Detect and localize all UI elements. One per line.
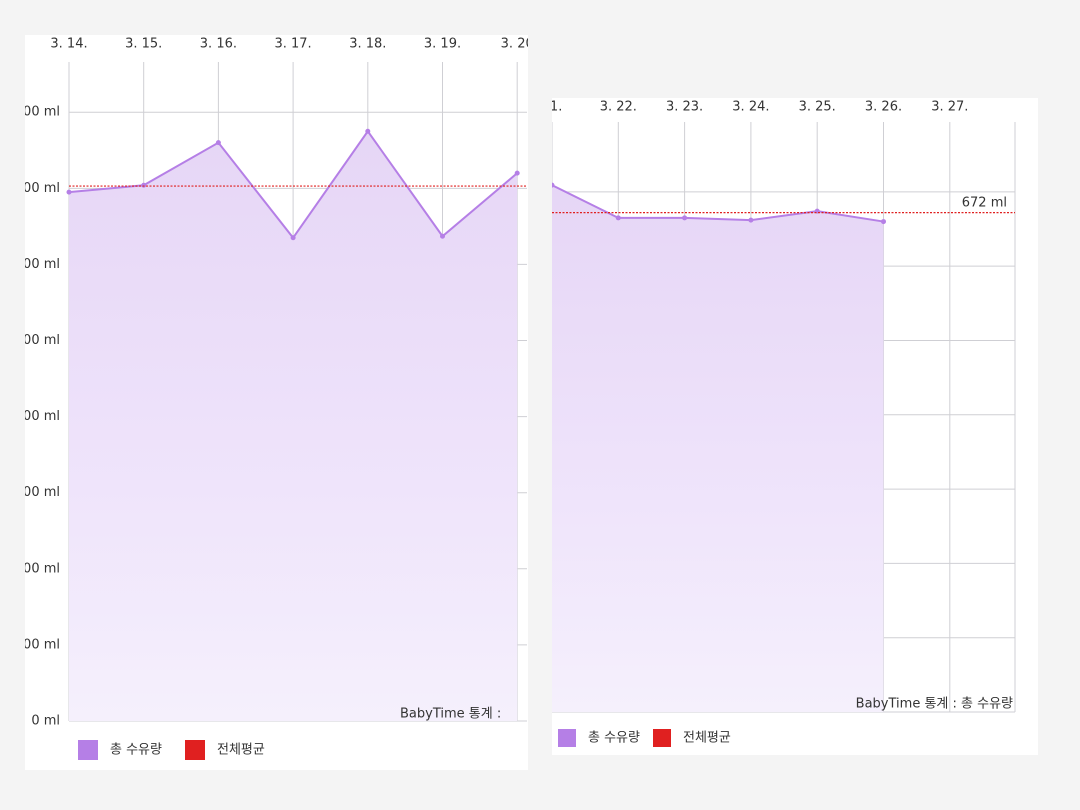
point [365, 128, 371, 134]
y-tick-label: 00 ml [23, 485, 60, 500]
x-tick-label: 3. 23. [666, 100, 703, 115]
chart: 00 ml 00 ml 00 ml 00 ml 00 ml 00 ml 00 ml 00 ml… [23, 37, 534, 729]
watermark: BabyTime 통계 : 총 수유량 [856, 697, 1013, 712]
legend-label: 전체평균 [683, 731, 731, 746]
legend-swatch [78, 740, 98, 760]
x-tick-label: 3. 17. [274, 37, 311, 52]
x-tick-label: 3. 25. [799, 100, 836, 115]
area [69, 131, 518, 721]
y-tick-label: 00 ml [23, 257, 60, 272]
chart: 21. 3. 22. 3. 23. 3. 24. 3. 25. 3. 26. 3. 27. 6… [542, 100, 1016, 713]
x-tick-label: 3. 15. [125, 37, 162, 52]
point [552, 182, 555, 188]
legend-label: 전체평균 [217, 743, 265, 758]
legend-label: 총 수유량 [588, 731, 640, 746]
point [682, 215, 688, 221]
point [615, 215, 621, 221]
y-tick-label: 00 ml [23, 333, 60, 348]
y-tick-label: 00 ml [23, 409, 60, 424]
watermark: BabyTime 통계 : [400, 707, 501, 722]
point [881, 219, 886, 225]
legend-label: 총 수유량 [110, 743, 162, 758]
point [215, 140, 221, 146]
point [290, 235, 296, 241]
y-tick-label: 00 ml [23, 561, 60, 576]
x-tick-label: 3. 14. [50, 37, 87, 52]
x-tick-label: 3. 26. [865, 100, 902, 115]
x-tick-label: 3. 19. [424, 37, 461, 52]
area [552, 185, 884, 713]
point [66, 189, 72, 195]
y-tick-label: 00 ml [23, 637, 60, 652]
y-tick-label: 0 ml [31, 714, 60, 729]
x-tick-label: 3. 24. [732, 100, 769, 115]
y-tick-label: 00 ml [23, 105, 60, 120]
average-label: 672 ml [962, 196, 1007, 211]
x-tick-label: 3. 16. [200, 37, 237, 52]
line [552, 184, 884, 223]
x-tick-label: 3. 20 [501, 37, 534, 52]
legend-swatch [558, 729, 576, 747]
x-tick-label: 3. 18. [349, 37, 386, 52]
legend-swatch [185, 740, 205, 760]
y-tick-label: 00 ml [23, 181, 60, 196]
point [748, 217, 754, 223]
point [141, 182, 147, 188]
point [514, 170, 520, 176]
point [440, 233, 445, 239]
x-tick-label: 3. 22. [600, 100, 637, 115]
x-tick-label: 3. 27. [931, 100, 968, 115]
x-tick-label: 21. [542, 100, 563, 115]
legend-swatch [653, 729, 671, 747]
